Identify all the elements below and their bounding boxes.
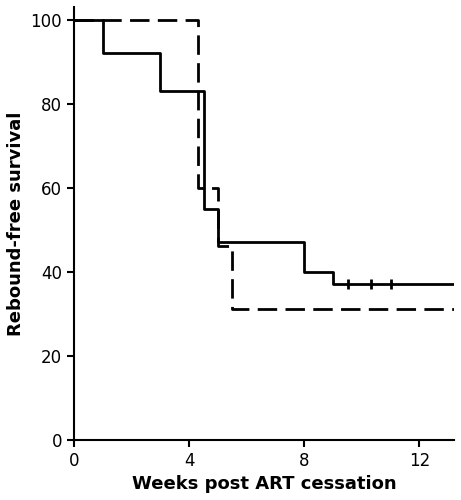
X-axis label: Weeks post ART cessation: Weeks post ART cessation: [132, 475, 396, 493]
Y-axis label: Rebound-free survival: Rebound-free survival: [7, 111, 25, 336]
